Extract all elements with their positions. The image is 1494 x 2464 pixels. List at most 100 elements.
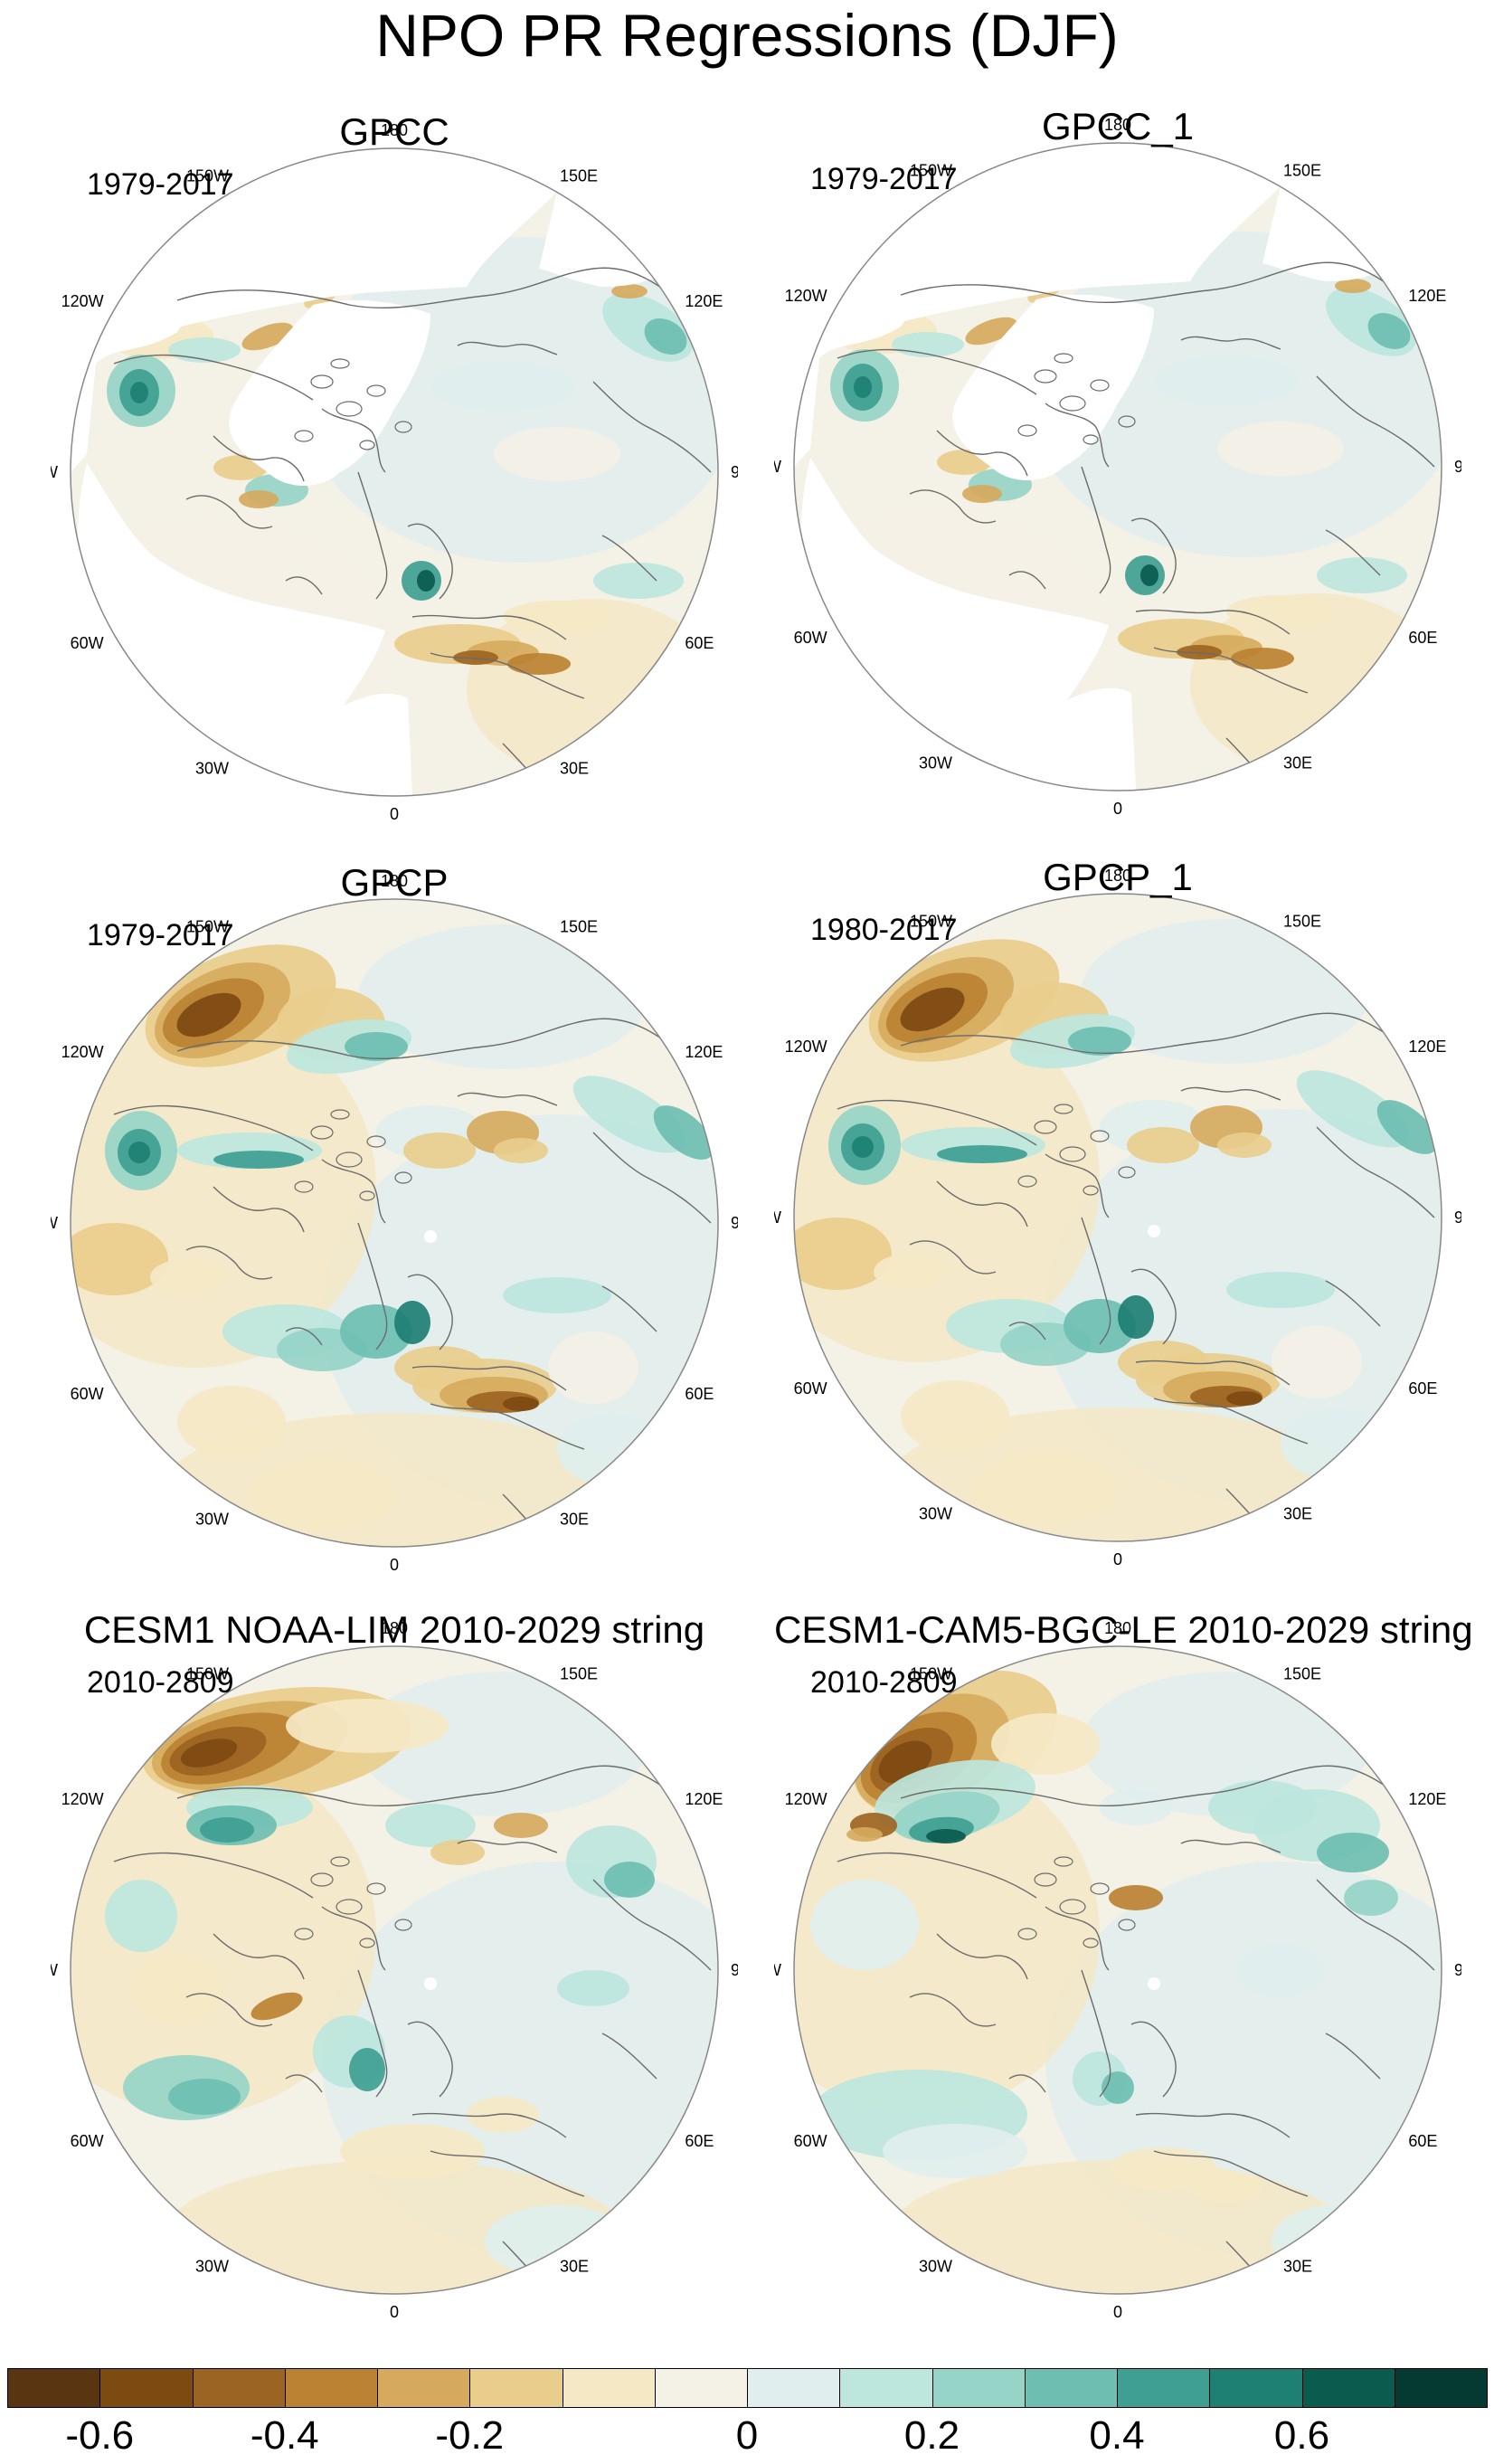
longitude-label: 150W bbox=[186, 918, 229, 936]
coastline bbox=[285, 1327, 323, 1346]
anomaly-patch bbox=[251, 1992, 303, 2021]
coastline bbox=[1153, 2150, 1309, 2197]
coastline bbox=[213, 1933, 305, 1980]
anomaly-patch bbox=[200, 1817, 254, 1843]
coastline bbox=[321, 1159, 386, 1224]
anomaly-patch bbox=[1335, 279, 1371, 293]
coastline bbox=[185, 1246, 273, 1280]
longitude-label: 60E bbox=[685, 1385, 714, 1403]
coastline bbox=[909, 1993, 997, 2027]
anomaly-patch bbox=[1217, 422, 1344, 476]
anomaly-patch bbox=[937, 1145, 1027, 1163]
coastline bbox=[1207, 261, 1408, 300]
coastline bbox=[936, 430, 1028, 477]
coastline bbox=[1135, 1360, 1291, 1386]
longitude-label: 150E bbox=[560, 918, 598, 936]
longitude-label: 120W bbox=[785, 1790, 827, 1808]
colorbar-swatch bbox=[1301, 2368, 1395, 2408]
island-outline bbox=[359, 440, 375, 450]
island-outline bbox=[1090, 379, 1110, 392]
island-outline bbox=[1059, 1899, 1086, 1915]
longitude-label: 120E bbox=[1408, 1790, 1446, 1808]
coastline bbox=[936, 1933, 1028, 1980]
island-outline bbox=[294, 1180, 314, 1193]
coastline bbox=[176, 289, 486, 309]
anomaly-patch bbox=[494, 1138, 548, 1163]
colorbar-swatch bbox=[654, 2368, 748, 2408]
longitude-label: 60E bbox=[685, 2132, 714, 2150]
anomaly-patch bbox=[883, 2124, 1027, 2178]
longitude-label: 30W bbox=[195, 759, 229, 777]
longitude-label: 120W bbox=[61, 292, 104, 310]
anomaly-patch bbox=[1367, 313, 1411, 349]
polar-map-gpcp: 180 150E 120E 90E 60E 30E 0 30W 60W 90W 120W 150W bbox=[51, 872, 738, 1574]
island-outline bbox=[330, 1856, 350, 1867]
anomaly-patch bbox=[430, 361, 575, 412]
coastline bbox=[357, 471, 388, 600]
coastline bbox=[837, 348, 1037, 395]
anomaly-patch bbox=[1226, 595, 1335, 628]
coastline bbox=[285, 2074, 323, 2093]
longitude-label: 0 bbox=[1113, 2303, 1122, 2321]
island-outline bbox=[1118, 1166, 1136, 1179]
island-outline bbox=[1059, 1146, 1086, 1162]
anomaly-patch bbox=[503, 601, 611, 633]
longitude-label: 30W bbox=[919, 753, 952, 772]
longitude-label: 90W bbox=[774, 1208, 781, 1227]
longitude-label: 30E bbox=[1283, 753, 1312, 772]
island-outline bbox=[366, 1882, 386, 1895]
longitude-label: 180 bbox=[1104, 867, 1131, 885]
anomaly-patch bbox=[794, 1753, 1100, 2115]
island-outline bbox=[1083, 434, 1099, 445]
anomaly-patch bbox=[1235, 1943, 1326, 1997]
colorbar-swatch bbox=[839, 2368, 933, 2408]
pole-hole bbox=[424, 1230, 437, 1243]
colorbar-label: 0.6 bbox=[1273, 2413, 1330, 2458]
longitude-label: 30E bbox=[560, 1510, 589, 1528]
panel-title: CESM1 NOAA-LIM 2010-2029 string bbox=[83, 1608, 705, 1651]
anomaly-patch bbox=[1068, 1027, 1131, 1056]
coastline bbox=[1045, 403, 1110, 468]
longitude-label: 120E bbox=[685, 1043, 723, 1061]
pole-hole bbox=[1148, 1225, 1160, 1237]
anomaly-patch bbox=[177, 1386, 286, 1458]
panel-period: 1980-2017 bbox=[810, 913, 958, 947]
anomaly-patch bbox=[71, 1223, 168, 1295]
anomaly-patch bbox=[1317, 557, 1407, 593]
longitude-label: 30E bbox=[560, 2257, 589, 2275]
anomaly-patch bbox=[926, 1829, 966, 1843]
coastline bbox=[484, 1018, 685, 1057]
longitude-label: 120E bbox=[1408, 287, 1446, 305]
anomaly-patch bbox=[991, 1713, 1100, 1775]
longitude-label: 120W bbox=[61, 1043, 104, 1061]
island-outline bbox=[359, 1938, 375, 1948]
coastline bbox=[185, 1993, 273, 2027]
island-outline bbox=[1054, 1104, 1073, 1114]
longitude-label: 180 bbox=[1104, 1619, 1131, 1637]
coastline bbox=[407, 523, 453, 600]
anomaly-patch bbox=[453, 650, 498, 665]
coastline bbox=[1135, 609, 1291, 635]
anomaly-patch bbox=[340, 1304, 412, 1359]
map-boundary bbox=[793, 1645, 1442, 2295]
longitude-label: 120W bbox=[785, 287, 827, 305]
longitude-label: 90E bbox=[1454, 1208, 1461, 1227]
coastline bbox=[285, 576, 323, 595]
coastline bbox=[900, 1787, 1209, 1807]
colorbar-label: 0 bbox=[735, 2413, 759, 2458]
coastline bbox=[321, 408, 386, 473]
anomaly-patch bbox=[874, 1254, 946, 1290]
anomaly-patch bbox=[385, 1804, 476, 1847]
polar-map-cesm1-cam5-bgc-le: 180 150E 120E 90E 60E 30E 0 30W 60W 90W 120W 150W bbox=[774, 1619, 1461, 2321]
coastline bbox=[1325, 1280, 1381, 1327]
anomaly-patch bbox=[71, 1753, 376, 2115]
island-outline bbox=[1090, 1130, 1110, 1142]
anomaly-patch bbox=[1231, 648, 1294, 669]
colorbar-swatch bbox=[377, 2368, 471, 2408]
island-outline bbox=[366, 384, 386, 397]
anomaly-patch bbox=[467, 2097, 539, 2133]
missing-data-mask bbox=[883, 143, 1281, 322]
coastline bbox=[457, 1092, 558, 1106]
coastline bbox=[1316, 1879, 1435, 1971]
missing-data-mask bbox=[71, 246, 187, 472]
